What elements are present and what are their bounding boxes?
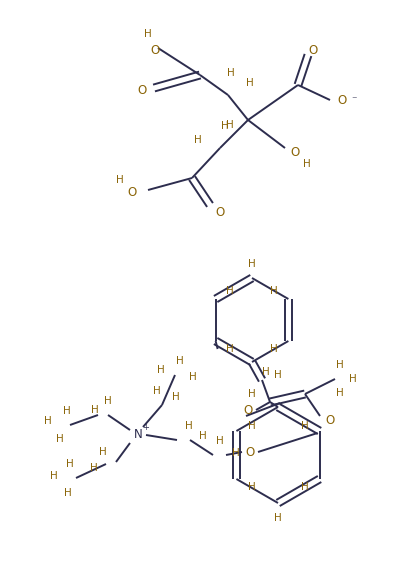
Text: H: H xyxy=(248,389,256,399)
Text: O: O xyxy=(127,186,137,198)
Text: H: H xyxy=(157,365,165,375)
Text: H: H xyxy=(271,344,278,354)
Text: H: H xyxy=(246,78,254,88)
Text: H: H xyxy=(44,416,52,426)
Text: H: H xyxy=(99,447,107,457)
Text: H: H xyxy=(336,360,344,370)
Text: H: H xyxy=(216,436,224,446)
Text: H: H xyxy=(248,482,255,492)
Text: H: H xyxy=(56,434,64,444)
Text: H: H xyxy=(185,421,193,431)
Text: H: H xyxy=(194,135,202,145)
Text: H: H xyxy=(63,406,71,416)
Text: H: H xyxy=(226,286,234,296)
Text: H: H xyxy=(104,396,112,406)
Text: H: H xyxy=(221,121,229,131)
Text: H: H xyxy=(349,374,357,384)
Text: H: H xyxy=(274,370,282,380)
Text: H: H xyxy=(91,405,99,415)
Text: H: H xyxy=(144,29,152,39)
Text: H: H xyxy=(303,159,311,169)
Text: O: O xyxy=(325,415,335,427)
Text: H: H xyxy=(90,463,98,473)
Text: H: H xyxy=(172,392,180,402)
Text: O: O xyxy=(245,446,255,458)
Text: O: O xyxy=(215,206,225,220)
Text: H: H xyxy=(227,68,235,78)
Text: H: H xyxy=(199,431,207,441)
Text: H: H xyxy=(336,388,344,398)
Text: H: H xyxy=(232,448,240,458)
Text: +: + xyxy=(143,423,149,431)
Text: H: H xyxy=(50,471,58,481)
Text: H: H xyxy=(271,286,278,296)
Text: H: H xyxy=(66,459,74,469)
Text: H: H xyxy=(176,356,184,366)
Text: ⁻: ⁻ xyxy=(351,95,357,105)
Text: O: O xyxy=(137,83,147,97)
Text: O: O xyxy=(150,44,160,56)
Text: H: H xyxy=(189,372,197,382)
Text: H: H xyxy=(274,513,282,523)
Text: H: H xyxy=(301,482,308,492)
Text: H: H xyxy=(248,421,255,431)
Text: H: H xyxy=(248,259,256,269)
Text: H: H xyxy=(116,175,124,185)
Text: N: N xyxy=(134,428,142,442)
Text: O: O xyxy=(337,94,347,106)
Text: H: H xyxy=(64,488,72,498)
Text: H: H xyxy=(153,386,161,396)
Text: H: H xyxy=(226,120,234,130)
Text: O: O xyxy=(308,44,318,56)
Text: O: O xyxy=(243,404,252,416)
Text: H: H xyxy=(262,367,270,377)
Text: O: O xyxy=(290,147,300,159)
Text: H: H xyxy=(301,421,308,431)
Text: H: H xyxy=(226,344,234,354)
